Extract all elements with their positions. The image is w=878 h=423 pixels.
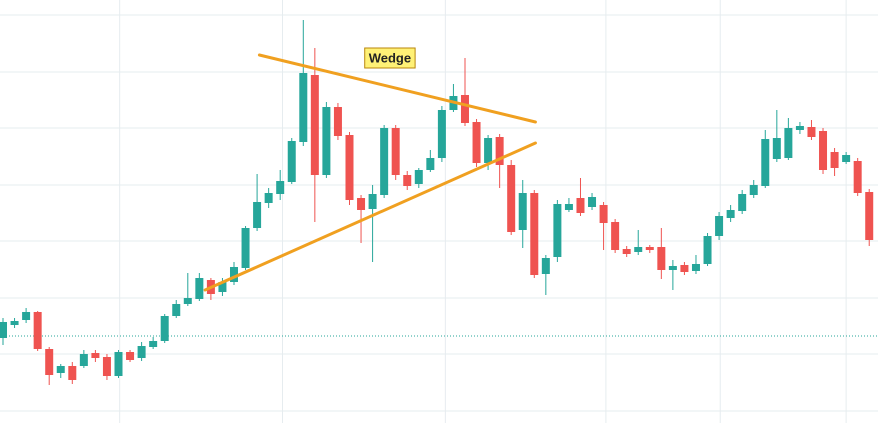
candle-body xyxy=(299,73,308,142)
candle-body xyxy=(10,321,19,325)
candle-body xyxy=(414,170,423,184)
candle-body xyxy=(33,312,42,349)
candle-body xyxy=(241,228,250,268)
trend-line xyxy=(203,141,537,292)
candle-body xyxy=(553,204,562,257)
candle-body xyxy=(437,110,446,158)
candle-body xyxy=(564,204,573,210)
candle-body xyxy=(264,193,273,203)
trend-line xyxy=(257,53,537,124)
candle-body xyxy=(715,216,724,236)
candle-body xyxy=(507,165,516,232)
candle-body xyxy=(426,158,435,170)
candle-body xyxy=(276,181,285,194)
candle-body xyxy=(807,127,816,137)
candle-body xyxy=(229,267,238,282)
candle-body xyxy=(784,128,793,158)
candle-body xyxy=(576,198,585,213)
candle-body xyxy=(403,175,412,186)
candle-body xyxy=(530,193,539,275)
candle-body xyxy=(726,210,735,218)
candle-body xyxy=(761,139,770,186)
candle-body xyxy=(842,155,851,162)
candle-body xyxy=(310,75,319,175)
candle-body xyxy=(611,222,620,250)
candle-body xyxy=(79,354,88,366)
candle-body xyxy=(160,316,169,341)
candle-body xyxy=(45,349,54,375)
candle-body xyxy=(137,346,146,358)
candle-body xyxy=(195,278,204,299)
candle-body xyxy=(853,161,862,193)
candle-body xyxy=(357,198,366,210)
candle-body xyxy=(634,247,643,252)
candle-body xyxy=(668,266,677,270)
candle-body xyxy=(622,249,631,254)
candle-body xyxy=(368,194,377,209)
candle-body xyxy=(114,352,123,376)
candle-body xyxy=(149,341,158,347)
candle-body xyxy=(749,185,758,195)
candle-body xyxy=(495,137,504,165)
label-text: Wedge xyxy=(369,50,411,65)
candle-body xyxy=(772,138,781,159)
candle-body xyxy=(380,128,389,195)
candle-body xyxy=(183,298,192,304)
label-box xyxy=(364,47,416,69)
candle-body xyxy=(645,247,654,250)
candle-body xyxy=(738,194,747,211)
candle-body xyxy=(518,193,527,230)
candle-body xyxy=(126,352,135,360)
candle-body xyxy=(22,312,31,320)
candle-body xyxy=(218,282,227,292)
candle-body xyxy=(865,192,874,240)
annotation-label: Wedge xyxy=(364,47,416,69)
candle-body xyxy=(102,357,111,376)
candle-body xyxy=(599,205,608,223)
candle-body xyxy=(703,236,712,264)
candle-body xyxy=(391,128,400,175)
candle-body xyxy=(657,247,666,270)
candle-body xyxy=(172,304,181,316)
candle-body xyxy=(56,366,65,373)
candle-body xyxy=(830,152,839,168)
candle-body xyxy=(345,135,354,200)
candle-body xyxy=(680,265,689,272)
candle-body xyxy=(0,322,8,338)
candle-body xyxy=(68,366,77,380)
candle-body xyxy=(253,202,262,228)
candle-body xyxy=(472,122,481,163)
candle-body xyxy=(795,126,804,130)
candle-body xyxy=(541,258,550,274)
candle-body xyxy=(691,264,700,271)
candle-body xyxy=(333,107,342,136)
candle-body xyxy=(91,353,100,358)
candle-body xyxy=(460,95,469,123)
candle-body xyxy=(484,138,493,163)
candle-body xyxy=(322,107,331,175)
candle-body xyxy=(819,131,828,170)
candle-body xyxy=(588,197,597,207)
candle-body xyxy=(287,141,296,182)
